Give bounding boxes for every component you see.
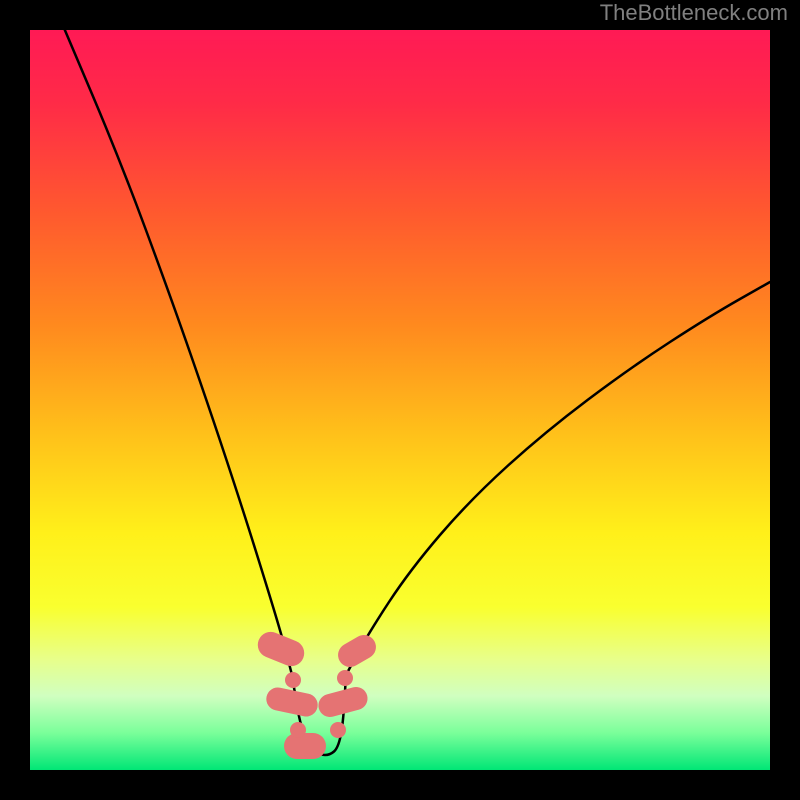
marker-dot: [337, 670, 353, 686]
gradient-panel: [30, 30, 770, 770]
canvas: TheBottleneck.com: [0, 0, 800, 800]
marker-dot: [330, 722, 346, 738]
marker-dot: [290, 722, 306, 738]
watermark: TheBottleneck.com: [600, 0, 788, 26]
marker-pill: [284, 733, 326, 759]
plot-svg: [0, 0, 800, 800]
marker-dot: [285, 672, 301, 688]
